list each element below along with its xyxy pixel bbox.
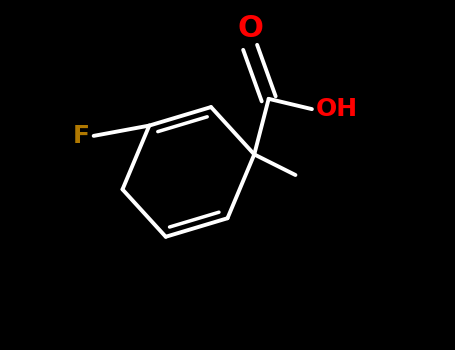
Text: O: O — [237, 14, 263, 43]
Text: OH: OH — [316, 97, 358, 121]
Text: F: F — [72, 124, 90, 148]
